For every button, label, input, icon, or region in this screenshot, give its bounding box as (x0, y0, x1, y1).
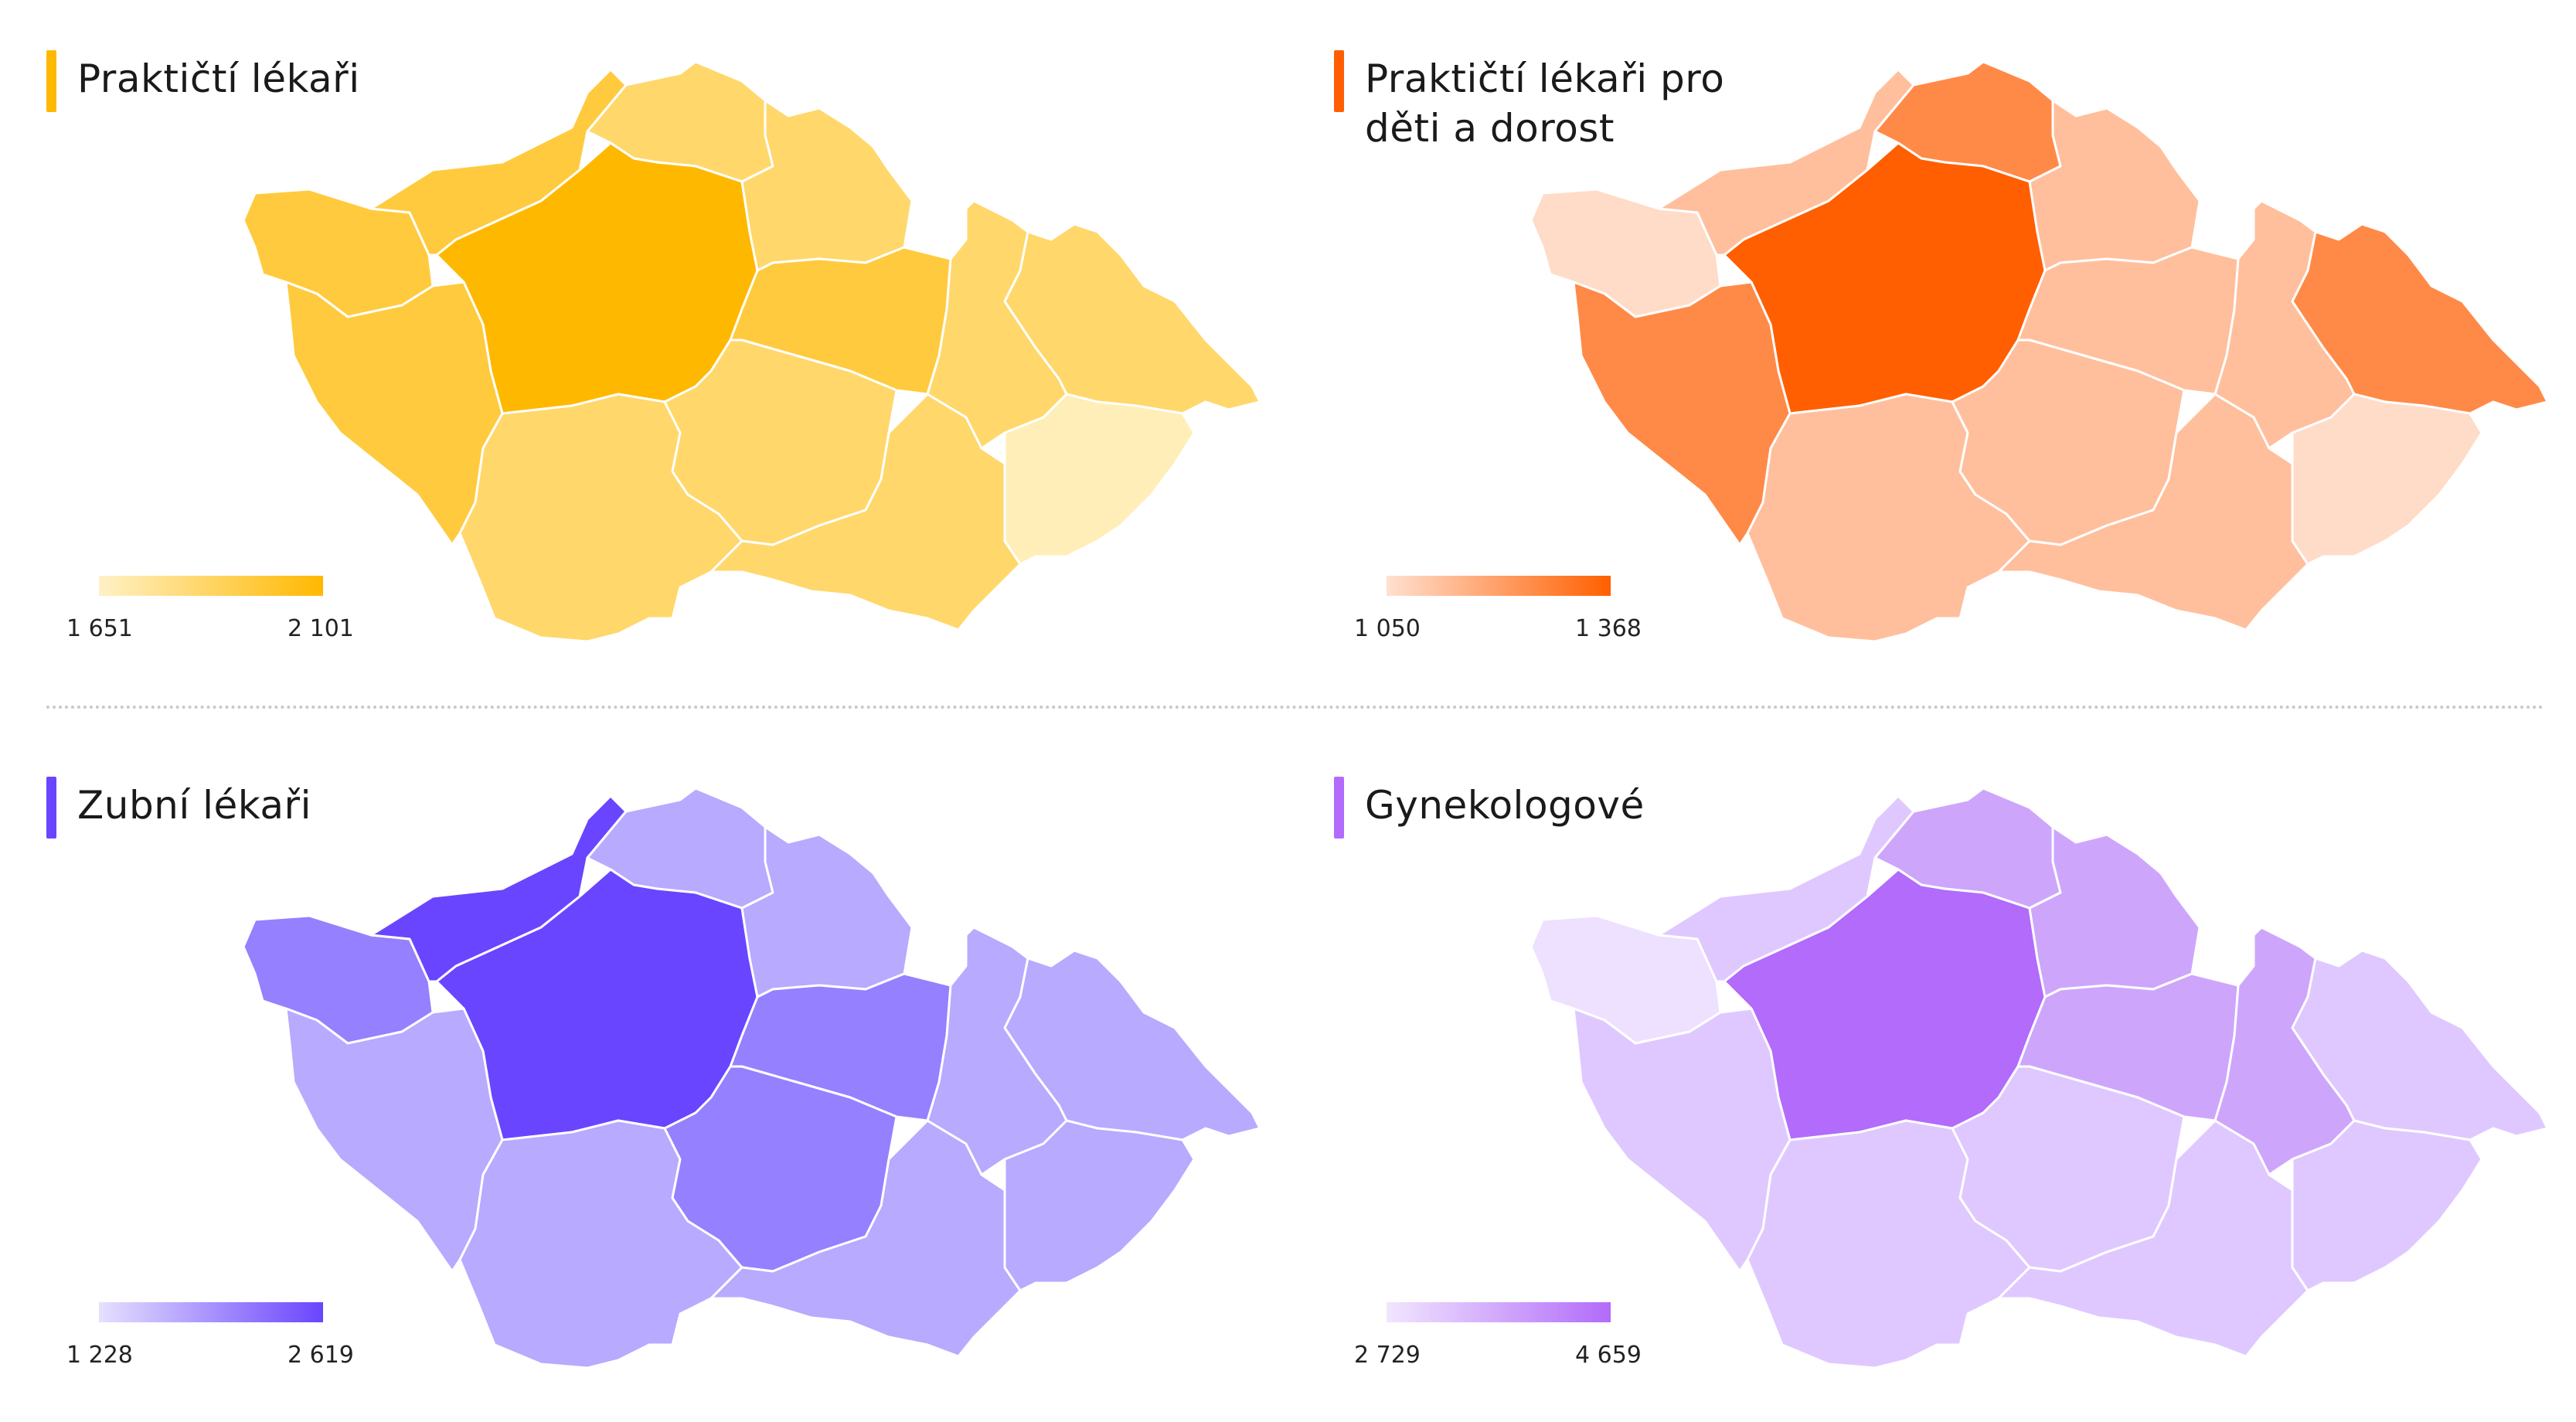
region-map (1530, 60, 2549, 643)
legend-max-label: 2 619 (288, 1342, 354, 1369)
title-accent-bar (1334, 50, 1344, 112)
panel-gynekologove: Gynekologové 2 729 4 659 (1288, 726, 2575, 1422)
map-title: Praktičtí lékaři (77, 56, 360, 101)
region-moravskoslezsky[interactable] (1003, 949, 1261, 1141)
region-map (1530, 787, 2549, 1369)
region-moravskoslezsky[interactable] (2291, 949, 2549, 1141)
map-title: Gynekologové (1365, 783, 1645, 828)
region-zlinsky[interactable] (1003, 393, 1196, 566)
legend-min-label: 1 050 (1354, 615, 1421, 642)
region-zlinsky[interactable] (1003, 1119, 1196, 1292)
title-accent-bar (46, 777, 56, 839)
region-map (242, 60, 1261, 643)
region-map (242, 787, 1261, 1369)
region-ustecky[interactable] (369, 794, 628, 983)
legend-max-label: 2 101 (288, 615, 354, 642)
region-zlinsky[interactable] (2291, 393, 2483, 566)
legend-max-label: 1 368 (1575, 615, 1642, 642)
region-ustecky[interactable] (369, 68, 628, 257)
legend-min-label: 1 651 (66, 615, 133, 642)
region-zlinsky[interactable] (2291, 1119, 2483, 1292)
legend-max-label: 4 659 (1575, 1342, 1642, 1369)
panel-prakticti-lekari: Praktičtí lékaři 1 651 2 101 (0, 0, 1288, 696)
panel-prakticti-lekari-deti-dorost: Praktičtí lékaři pro děti a dorost 1 050 1 … (1288, 0, 2575, 696)
title-accent-bar (1334, 777, 1344, 839)
legend-min-label: 1 228 (66, 1342, 133, 1369)
region-plzensky[interactable] (284, 281, 504, 546)
map-title: Praktičtí lékaři pro (1365, 56, 1725, 101)
region-plzensky[interactable] (1572, 1007, 1792, 1273)
region-ustecky[interactable] (1657, 68, 1915, 257)
region-plzensky[interactable] (1572, 281, 1792, 546)
region-moravskoslezsky[interactable] (2291, 223, 2549, 415)
legend-gradient-bar (99, 576, 323, 596)
section-divider (46, 706, 2545, 709)
map-title: děti a dorost (1365, 106, 1615, 151)
region-moravskoslezsky[interactable] (1003, 223, 1261, 415)
legend-min-label: 2 729 (1354, 1342, 1421, 1369)
legend-gradient-bar (1387, 1302, 1611, 1322)
legend-gradient-bar (99, 1302, 323, 1322)
region-plzensky[interactable] (284, 1007, 504, 1273)
map-title: Zubní lékaři (77, 783, 311, 828)
region-ustecky[interactable] (1657, 794, 1915, 983)
title-accent-bar (46, 50, 56, 112)
panel-zubni-lekari: Zubní lékaři 1 228 2 619 (0, 726, 1288, 1422)
legend-gradient-bar (1387, 576, 1611, 596)
